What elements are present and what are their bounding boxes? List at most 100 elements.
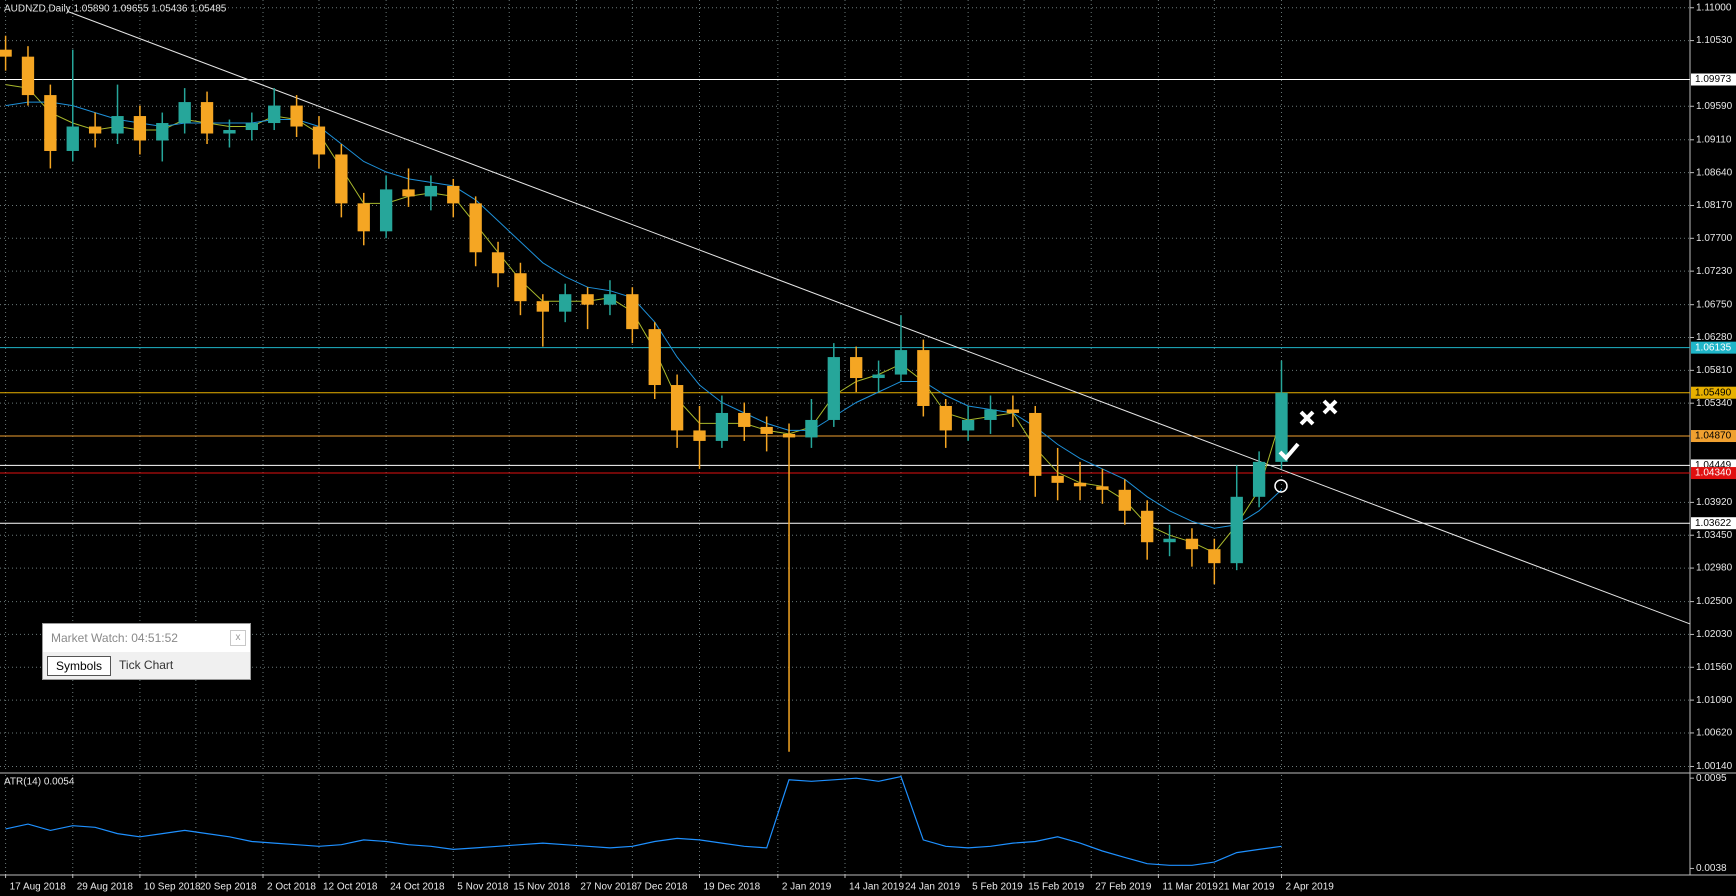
candle-body: [760, 426, 773, 434]
candle-body: [111, 116, 124, 134]
y-tick-label: 1.07700: [1696, 233, 1733, 244]
candle-body: [693, 430, 706, 441]
level-label: 1.04870: [1695, 431, 1732, 442]
y-tick-label: 1.06750: [1696, 299, 1733, 310]
x-tick-label: 5 Nov 2018: [457, 882, 509, 893]
level-label: 1.09973: [1695, 74, 1732, 85]
y-tick-label: 1.08640: [1696, 167, 1733, 178]
indicator-title: ATR(14) 0.0054: [4, 777, 75, 788]
candle-body: [1141, 510, 1154, 543]
y-tick-label: 1.05810: [1696, 365, 1733, 376]
candle-body: [1163, 538, 1176, 543]
x-tick-label: 15 Feb 2019: [1028, 882, 1085, 893]
y-tick-label: 1.01560: [1696, 662, 1733, 673]
candle-body: [648, 329, 661, 386]
y-tick-label: 1.09110: [1696, 134, 1732, 145]
candle-body: [984, 409, 997, 420]
x-tick-label: 24 Jan 2019: [905, 882, 960, 893]
candle-body: [335, 154, 348, 204]
y-tick-label: 1.00140: [1696, 761, 1733, 772]
level-label: 1.06135: [1695, 342, 1732, 353]
candle-body: [626, 294, 639, 330]
candle-body: [581, 294, 594, 305]
candle-body: [1006, 409, 1020, 413]
candle-body: [939, 405, 952, 431]
candle-body: [850, 357, 863, 379]
tab-bar: Symbols Tick Chart: [43, 652, 250, 676]
candle-body: [133, 116, 147, 141]
candle-body: [738, 412, 751, 427]
y-tick-label: 1.02500: [1696, 596, 1733, 607]
level-label-box: [1691, 386, 1736, 399]
level-label: 1.05490: [1695, 387, 1732, 398]
y-tick-label: 1.03920: [1696, 497, 1733, 508]
x-tick-label: 7 Dec 2018: [636, 882, 688, 893]
candle-body: [1073, 482, 1087, 487]
candle-body: [805, 419, 818, 438]
candle-body: [827, 357, 840, 420]
candle-body: [469, 203, 482, 253]
candle-body: [559, 294, 572, 312]
x-tick-label: 2 Oct 2018: [267, 882, 316, 893]
y-tick-label: 0.0038: [1696, 863, 1727, 874]
candle-body: [1096, 486, 1109, 490]
candle-body: [312, 126, 326, 155]
trend-line: [66, 10, 1691, 625]
candle-body: [447, 185, 460, 204]
candle-body: [357, 203, 370, 232]
candle-body: [514, 273, 527, 302]
y-tick-label: 1.01090: [1696, 695, 1733, 706]
candle-body: [424, 185, 438, 197]
level-label-box: [1691, 517, 1736, 530]
market-watch-window[interactable]: Market Watch: 04:51:52 x Symbols Tick Cha…: [42, 623, 251, 680]
chart-title: AUDNZD,Daily 1.05890 1.09655 1.05436 1.0…: [4, 4, 227, 15]
candle-body: [1051, 475, 1064, 483]
candle-body: [917, 350, 930, 406]
candle-body: [536, 301, 549, 312]
annotations: [1274, 399, 1338, 493]
level-label-box: [1691, 73, 1736, 86]
window-title-text: Market Watch: 04:51:52: [51, 631, 178, 645]
candle-body: [402, 189, 415, 197]
candle-body: [245, 123, 258, 131]
moving-average: [5, 101, 1282, 529]
y-tick-label: 1.06280: [1696, 332, 1733, 343]
candle-body: [491, 252, 505, 274]
candle-body: [1029, 412, 1042, 476]
level-label-box: [1691, 467, 1736, 480]
level-label-box: [1691, 430, 1736, 443]
candle-body: [21, 56, 35, 96]
y-tick-label: 1.09590: [1696, 101, 1733, 112]
candle-body: [603, 294, 617, 305]
candle-body: [961, 419, 975, 431]
y-tick-label: 1.11000: [1696, 2, 1732, 13]
candle-body: [782, 433, 796, 438]
hand-icon: [1274, 479, 1288, 493]
candle-body: [872, 374, 885, 379]
y-tick-label: 1.05340: [1696, 398, 1733, 409]
candle-body: [1118, 489, 1131, 511]
close-button[interactable]: x: [230, 630, 246, 646]
level-label: 1.04340: [1695, 468, 1732, 479]
candle-body: [156, 123, 169, 141]
candle-body: [1185, 538, 1199, 550]
candle-body: [268, 105, 281, 124]
candle-body: [1275, 392, 1288, 462]
tab[interactable]: Tick Chart: [119, 658, 174, 672]
check-icon: [1278, 442, 1300, 461]
candle-body: [379, 189, 393, 232]
y-tick-label: 1.00620: [1696, 728, 1733, 739]
x-tick-label: 20 Sep 2018: [200, 882, 257, 893]
moving-average: [5, 84, 1282, 554]
x-tick-label: 11 Mar 2019: [1162, 882, 1218, 893]
x-tick-label: 17 Aug 2018: [10, 882, 67, 893]
cross-icon: [1322, 399, 1338, 415]
tab[interactable]: Symbols: [47, 656, 112, 676]
candle-body: [670, 385, 684, 431]
x-tick-label: 15 Nov 2018: [513, 882, 570, 893]
candle-body: [290, 105, 303, 127]
level-label: 1.04449: [1695, 460, 1732, 471]
candle-body: [1208, 549, 1221, 564]
